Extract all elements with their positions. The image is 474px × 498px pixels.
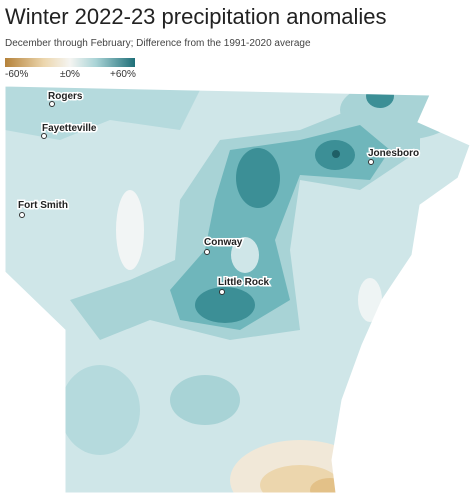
city-label: Rogers	[48, 91, 83, 102]
title: Winter 2022-23 precipitation anomalies	[5, 4, 387, 29]
legend-label: -60%	[5, 69, 28, 80]
legend-bar	[5, 58, 135, 67]
city-dot	[368, 159, 374, 165]
map-fill	[5, 86, 470, 493]
subtitle: December through February; Difference fr…	[5, 38, 311, 49]
city-label: Little Rock	[218, 277, 270, 288]
city-dot	[19, 212, 25, 218]
city-dot	[49, 101, 55, 107]
city-dot	[41, 133, 47, 139]
city-label: Fayetteville	[42, 123, 97, 134]
city-label: Jonesboro	[368, 148, 419, 159]
legend-label: +60%	[110, 69, 136, 80]
city-label: Fort Smith	[18, 200, 68, 211]
state-outline	[4, 85, 471, 494]
city-label: Conway	[204, 237, 243, 248]
city-dot	[219, 289, 225, 295]
city-dot	[204, 249, 210, 255]
legend-label: ±0%	[60, 69, 80, 80]
